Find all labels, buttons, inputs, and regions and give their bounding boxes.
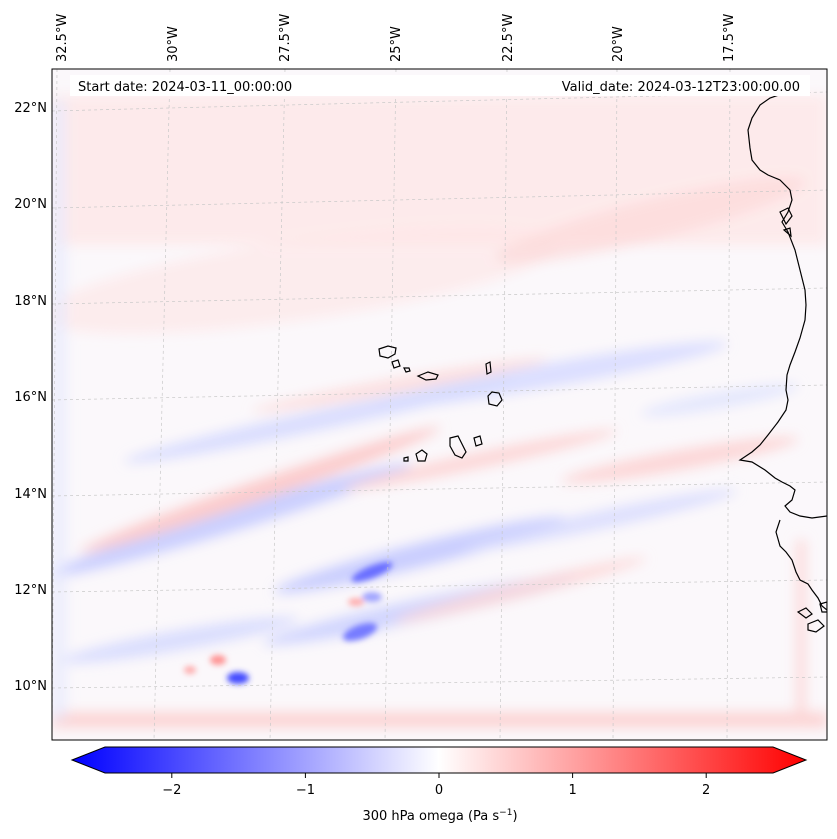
lat-label: 20°N (14, 197, 47, 212)
map-frame (51, 68, 828, 741)
lat-label: 14°N (14, 487, 47, 502)
fogo-island (415, 449, 428, 462)
colorbar-gradient (70, 746, 808, 774)
maio-island (473, 435, 483, 447)
lat-label: 22°N (14, 101, 47, 116)
guinea-coast (775, 519, 827, 611)
lat-label: 18°N (14, 294, 47, 309)
lon-label: 32.5°W (55, 14, 70, 62)
lon-label: 25°W (389, 26, 404, 62)
sao-nicolau-island (416, 371, 439, 381)
lat-label: 16°N (14, 390, 47, 405)
colorbar-title: 300 hPa omega (Pa s−1) (362, 808, 517, 824)
lon-label: 30°W (166, 26, 181, 62)
canary-islands (779, 207, 793, 238)
africa-coastline (738, 92, 827, 519)
start-date-label: Start date: 2024-03-11_00:00:00 (78, 80, 292, 95)
colorbar-ticks: −2 −1 0 1 2 (162, 773, 710, 798)
map-area: Start date: 2024-03-11_00:00:00 Valid_da… (52, 69, 827, 740)
bijagos-islands (796, 601, 827, 633)
coastlines (378, 92, 827, 633)
sal-island (485, 361, 492, 375)
lon-label: 22.5°W (501, 14, 516, 62)
longitude-labels: 32.5°W 30°W 27.5°W 25°W 22.5°W 20°W 17.5… (55, 14, 737, 62)
santiago-island (449, 435, 467, 459)
sao-vicente-island (391, 359, 401, 369)
omega-field-cores (184, 562, 393, 684)
brava-island (403, 456, 409, 462)
omega-field (52, 95, 827, 728)
colorbar-tick-label: −2 (162, 783, 181, 798)
santo-antao-island (378, 345, 397, 359)
colorbar-tick-label: 2 (702, 783, 710, 798)
lon-label: 27.5°W (278, 14, 293, 62)
boa-vista-island (487, 391, 503, 407)
colorbar: −2 −1 0 1 2 300 hPa omega (Pa s−1) (70, 746, 808, 824)
santa-luzia-island (403, 367, 411, 373)
colorbar-tick-label: 0 (435, 783, 443, 798)
lat-label: 10°N (14, 679, 47, 694)
lat-label: 12°N (14, 583, 47, 598)
lon-label: 17.5°W (722, 14, 737, 62)
colorbar-tick-label: −1 (296, 783, 315, 798)
valid-date-label: Valid_date: 2024-03-12T23:00:00.00 (562, 80, 800, 95)
date-banner (70, 75, 810, 96)
colorbar-tick-label: 1 (568, 783, 576, 798)
graticule (52, 69, 827, 740)
lon-label: 20°W (611, 26, 626, 62)
latitude-labels: 22°N 20°N 18°N 16°N 14°N 12°N 10°N (14, 101, 47, 694)
